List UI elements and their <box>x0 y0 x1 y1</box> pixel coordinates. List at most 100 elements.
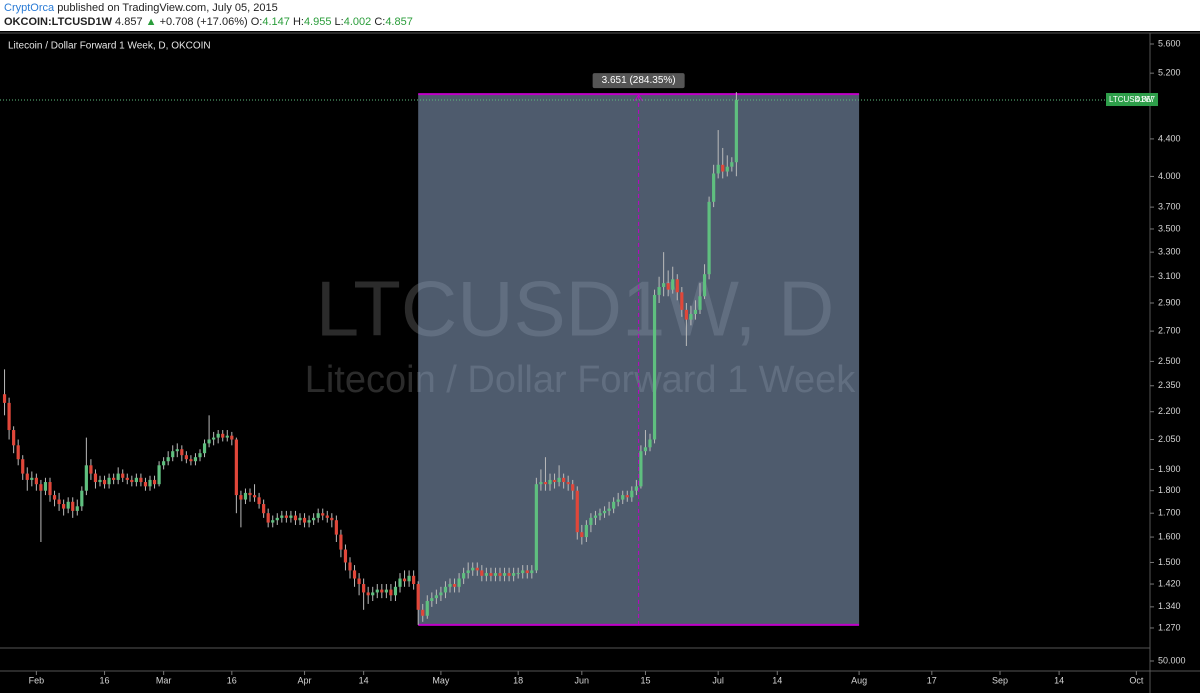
candle-body <box>43 482 48 491</box>
h-value: 4.955 <box>304 16 332 28</box>
candle-body <box>116 473 120 480</box>
candle-body <box>234 439 238 496</box>
candle-body <box>489 573 493 576</box>
candle-body <box>334 520 338 535</box>
candle-body <box>366 592 370 596</box>
candle-body <box>157 465 161 485</box>
candle-body <box>30 477 34 480</box>
y-tick-label: 2.200 <box>1158 406 1181 416</box>
candle-body <box>493 573 498 576</box>
candle-body <box>702 274 707 297</box>
candle-body <box>143 482 148 487</box>
candle-body <box>93 473 98 483</box>
candle-body <box>548 479 552 485</box>
candle-body <box>307 520 311 523</box>
candle-body <box>602 510 607 514</box>
candle-body <box>557 477 561 483</box>
candle-body <box>230 435 234 440</box>
candle-body <box>407 575 411 582</box>
candle-body <box>562 477 566 483</box>
candle-body <box>552 479 557 483</box>
measure-arrow-head <box>634 94 644 102</box>
candle-body <box>71 501 75 511</box>
x-tick-label: Jul <box>712 675 724 685</box>
candle-body <box>393 586 398 596</box>
candle-body <box>312 517 316 521</box>
y-tick-label: 2.700 <box>1158 325 1181 335</box>
candle-body <box>125 477 129 480</box>
x-tick-label: Apr <box>298 675 312 685</box>
candle-body <box>284 515 288 518</box>
candle-body <box>152 479 157 485</box>
candle-body <box>730 162 734 167</box>
candle-body <box>684 309 688 320</box>
candle-body <box>21 459 25 474</box>
candle-body <box>330 517 334 521</box>
header-line-1: CryptOrca published on TradingView.com, … <box>4 2 278 14</box>
candle-body <box>475 567 479 571</box>
candle-body <box>57 499 61 505</box>
candle-body <box>384 589 388 593</box>
candle-body <box>584 524 588 538</box>
candle-body <box>471 567 475 571</box>
author[interactable]: CryptOrca <box>4 2 55 14</box>
o-label: O: <box>251 16 263 28</box>
candle-body <box>243 492 248 500</box>
candle-body <box>148 479 152 487</box>
x-tick-label: 17 <box>927 675 937 685</box>
candle-body <box>512 573 516 576</box>
candle-body <box>102 479 107 485</box>
candle-body <box>525 570 529 574</box>
candle-body <box>75 506 79 511</box>
candle-body <box>534 484 538 571</box>
candle-body <box>616 499 620 502</box>
candle-body <box>507 573 511 576</box>
y-tick-label: 3.300 <box>1158 247 1181 257</box>
y-tick-label: 2.500 <box>1158 356 1181 366</box>
candle-body <box>607 508 611 511</box>
x-tick-label: 18 <box>513 675 523 685</box>
candle-body <box>652 294 657 440</box>
candle-body <box>516 573 520 575</box>
candle-body <box>130 479 134 483</box>
candle-body <box>457 578 461 587</box>
candle-body <box>271 520 275 523</box>
x-tick-label: Aug <box>851 675 867 685</box>
candle-body <box>612 501 616 509</box>
x-tick-label: 16 <box>100 675 110 685</box>
candle-body <box>421 609 425 616</box>
candle-body <box>398 578 402 587</box>
candle-body <box>352 570 357 579</box>
y-tick-label: 1.270 <box>1158 622 1181 632</box>
candle-body <box>439 592 443 596</box>
candle-body <box>625 495 629 498</box>
x-tick-label: Oct <box>1129 675 1144 685</box>
o-value: 4.147 <box>262 16 290 28</box>
y-tick-label: 3.700 <box>1158 201 1181 211</box>
candle-body <box>462 573 466 579</box>
candle-body <box>98 479 102 483</box>
y-tick-label: 1.420 <box>1158 578 1181 588</box>
candle-body <box>452 584 457 587</box>
x-tick-label: 15 <box>640 675 650 685</box>
x-tick-label: 14 <box>1054 675 1064 685</box>
candle-body <box>298 517 302 521</box>
candle-body <box>521 570 525 574</box>
candle-body <box>84 465 88 491</box>
candle-body <box>430 598 434 602</box>
candle-body <box>630 490 634 498</box>
candle-body <box>693 309 698 315</box>
price-label-symbol: LTCUSD1W <box>1109 95 1153 104</box>
candle-body <box>425 601 429 616</box>
y-tick-label: 2.900 <box>1158 297 1181 307</box>
candle-body <box>52 495 57 500</box>
c-value: 4.857 <box>385 16 413 28</box>
y-tick-label: 2.350 <box>1158 380 1181 390</box>
pane-title: Litecoin / Dollar Forward 1 Week, D, OKC… <box>8 41 211 52</box>
measure-label: 3.651 (284.35%) <box>602 75 676 86</box>
y-tick-label: 1.500 <box>1158 557 1181 567</box>
candle-body <box>707 201 711 275</box>
l-label: L: <box>335 16 344 28</box>
x-tick-label: Jun <box>575 675 590 685</box>
candle-body <box>434 595 438 599</box>
